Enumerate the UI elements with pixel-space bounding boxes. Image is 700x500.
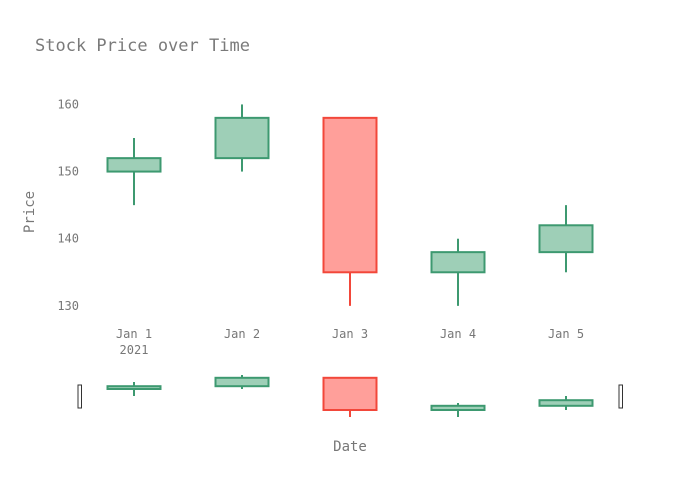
y-tick-label: 130 (57, 299, 79, 313)
x-axis-ticks: Jan 1 Jan 2 Jan 3 Jan 4 Jan 5 2021 (116, 327, 584, 357)
candle-body-mini (538, 399, 594, 407)
candle-body (106, 157, 162, 173)
candle-body-mini (322, 376, 378, 411)
x-tick-year-label: 2021 (120, 343, 149, 357)
x-axis-title: Date (333, 439, 367, 455)
range-slider-left-handle[interactable] (77, 384, 82, 409)
y-tick-label: 150 (57, 165, 79, 179)
y-axis-title: Price (22, 191, 38, 233)
candles (106, 104, 594, 306)
chart-title: Stock Price over Time (35, 36, 250, 56)
candle-body (430, 251, 486, 274)
y-tick-label: 140 (57, 232, 79, 246)
candle-body (214, 116, 270, 160)
y-axis-ticks: 130 140 150 160 (57, 97, 79, 312)
range-slider-right-handle[interactable] (618, 384, 623, 409)
candle-body-mini (106, 385, 162, 391)
x-tick-label: Jan 4 (440, 327, 476, 341)
candle-body-mini (430, 404, 486, 411)
candle-body (538, 224, 594, 254)
range-slider[interactable] (77, 375, 623, 417)
x-tick-label: Jan 1 (116, 327, 152, 341)
x-tick-label: Jan 5 (548, 327, 584, 341)
candle-body-mini (214, 376, 270, 388)
x-tick-label: Jan 3 (332, 327, 368, 341)
x-tick-label: Jan 2 (224, 327, 260, 341)
candle-body (322, 116, 378, 274)
y-tick-label: 160 (57, 97, 79, 111)
